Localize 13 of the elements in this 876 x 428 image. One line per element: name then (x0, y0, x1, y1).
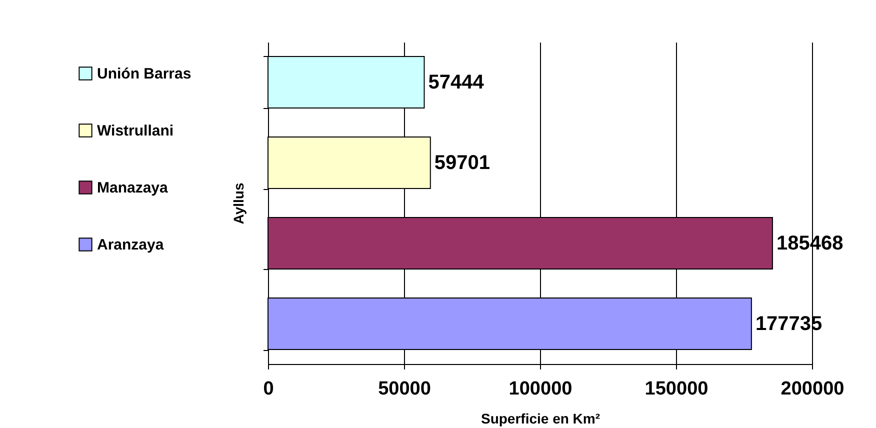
y-axis-title: Ayllus (230, 182, 246, 224)
legend-label: Wistrullani (97, 122, 174, 140)
data-label: 59701 (434, 152, 490, 174)
legend-label: Unión Barras (97, 66, 192, 82)
x-axis-title: Superficie en Km² (480, 410, 600, 426)
legend-label: Aranzaya (97, 236, 164, 254)
x-tick-label: 100000 (508, 378, 572, 400)
x-tick-label: 200000 (780, 378, 844, 400)
x-tick-label: 0 (263, 378, 274, 400)
data-label: 57444 (428, 71, 485, 94)
x-tick-label: 150000 (644, 378, 708, 400)
x-tick-label: 50000 (378, 378, 431, 400)
legend-label: Manazaya (97, 180, 169, 196)
